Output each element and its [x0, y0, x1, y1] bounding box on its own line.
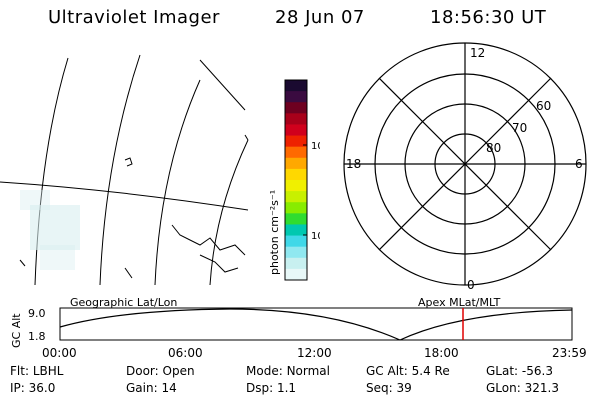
status-gc-alt: GC Alt: 5.4 Re	[366, 364, 450, 378]
x-tick-1800: 18:00	[424, 346, 459, 360]
map-grid-line	[199, 59, 246, 111]
x-tick-1200: 12:00	[297, 346, 332, 360]
instrument-title: Ultraviolet Imager	[48, 7, 220, 28]
map-grid-line	[0, 181, 249, 211]
geographic-label: Geographic Lat/Lon	[70, 296, 178, 309]
colorbar-segment	[285, 246, 307, 259]
colorbar-segment	[285, 213, 307, 225]
colorbar: 100 10 photon cm⁻²s⁻¹	[268, 79, 320, 281]
lat-label-70: 70	[512, 121, 527, 135]
status-gain: Gain: 14	[126, 381, 177, 395]
geographic-map	[0, 54, 249, 286]
coastline	[19, 134, 249, 279]
colorbar-segment	[285, 168, 307, 181]
colorbar-segment	[285, 80, 307, 92]
status-dsp: Dsp: 1.1	[246, 381, 297, 395]
colorbar-segment	[285, 191, 307, 203]
colorbar-segment	[285, 235, 307, 248]
orbit-frame	[59, 307, 573, 341]
colorbar-unit-label: photon cm⁻²s⁻¹	[268, 190, 281, 275]
map-grid-line	[209, 139, 249, 286]
colorbar-segment	[285, 180, 307, 192]
mlt-label-0: 0	[467, 278, 475, 292]
colorbar-tick-100: 100	[311, 141, 320, 152]
time-label: 18:56:30 UT	[430, 7, 547, 28]
colorbar-segment	[285, 257, 307, 270]
x-tick-0000: 00:00	[42, 346, 77, 360]
apex-label: Apex MLat/MLT	[418, 296, 501, 309]
colorbar-segment	[285, 224, 307, 237]
y-tick-max: 9.0	[28, 307, 46, 320]
mlt-label-6: 6	[575, 157, 583, 171]
status-ip: IP: 36.0	[10, 381, 56, 395]
x-tick-2359: 23:59	[552, 346, 587, 360]
colorbar-segment	[285, 146, 307, 159]
colorbar-segment	[285, 102, 307, 114]
colorbar-segment	[285, 124, 307, 137]
mlt-line-diag	[378, 77, 552, 251]
mlt-label-18: 18	[346, 157, 361, 171]
y-tick-min: 1.8	[28, 330, 46, 343]
mlt-label-12: 12	[470, 46, 485, 60]
colorbar-tick-10: 10	[311, 231, 320, 242]
altitude-curve	[59, 308, 573, 341]
map-grid-line	[154, 79, 201, 286]
emission-region	[20, 190, 80, 270]
orbit-altitude-panel: 9.0 1.8 GC Alt	[10, 307, 573, 348]
colorbar-segment	[285, 135, 307, 148]
colorbar-segment	[285, 157, 307, 170]
colorbar-segment	[285, 202, 307, 214]
colorbar-segment	[285, 113, 307, 125]
lat-label-80: 80	[486, 141, 501, 155]
polar-plot: 12 18 6 0 60 70 80	[343, 42, 587, 292]
colorbar-gradient	[285, 80, 307, 281]
orbit-ylabel: GC Alt	[10, 313, 23, 348]
x-tick-0600: 06:00	[168, 346, 203, 360]
status-glat: GLat: -56.3	[486, 364, 553, 378]
status-door: Door: Open	[126, 364, 195, 378]
status-mode: Mode: Normal	[246, 364, 330, 378]
map-grid-line	[99, 54, 141, 286]
status-glon: GLon: 321.3	[486, 381, 559, 395]
map-grid-line	[34, 57, 69, 286]
lat-label-60: 60	[536, 99, 551, 113]
status-filter: Flt: LBHL	[10, 364, 64, 378]
colorbar-segment	[285, 91, 307, 103]
status-seq: Seq: 39	[366, 381, 412, 395]
date-label: 28 Jun 07	[275, 7, 365, 28]
colorbar-segment	[285, 268, 307, 281]
